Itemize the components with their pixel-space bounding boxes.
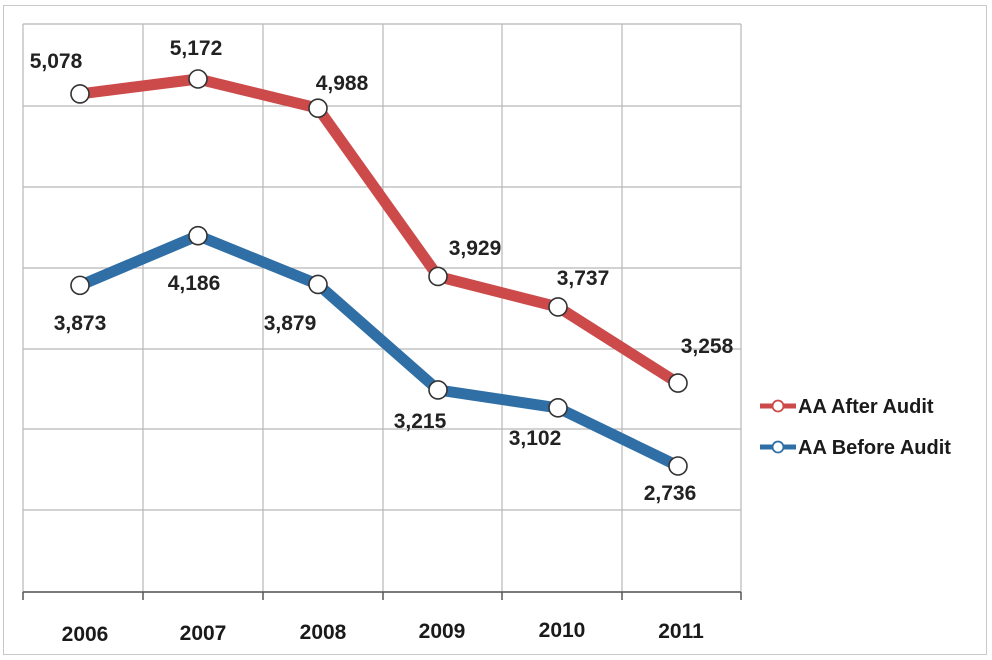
data-point-marker: [308, 98, 328, 119]
data-label: 2,736: [644, 482, 697, 505]
series-line-before-audit: [74, 230, 684, 472]
x-tick-label: 2010: [539, 619, 586, 642]
data-label: 3,929: [449, 237, 502, 260]
data-point-marker: [70, 84, 90, 104]
x-axis: 2006 2007 2008 2009 2010 2011: [22, 591, 742, 646]
data-point-marker: [428, 380, 448, 400]
x-tick-label: 2011: [658, 620, 704, 643]
x-tick-label: 2007: [180, 622, 227, 645]
data-label: 5,078: [30, 50, 83, 73]
data-point-marker: [428, 266, 448, 287]
data-label: 3,873: [54, 312, 107, 335]
x-tick-label: 2006: [62, 623, 109, 646]
legend-label: AA After Audit: [798, 396, 934, 418]
data-point-marker: [70, 275, 90, 296]
data-label: 3,879: [264, 312, 317, 335]
data-point-marker: [668, 373, 688, 393]
data-label: 4,186: [168, 272, 221, 295]
x-tick-label: 2009: [419, 620, 466, 643]
data-label: 3,258: [681, 335, 734, 358]
data-point-marker: [188, 69, 208, 89]
series-lines: [74, 73, 684, 472]
data-point-marker: [308, 274, 328, 295]
series-markers: [70, 69, 688, 476]
legend-swatch-marker: [771, 440, 785, 454]
chart-frame: [3, 5, 987, 655]
data-label: 5,172: [170, 37, 223, 60]
x-tick-label: 2008: [300, 621, 347, 644]
gridlines: [22, 23, 742, 593]
data-point-marker: [188, 225, 208, 246]
legend-label: AA Before Audit: [798, 437, 951, 459]
data-label: 3,102: [509, 427, 562, 450]
data-label: 3,737: [557, 267, 610, 290]
data-labels: 5,078 5,172 4,988 3,929 3,737 3,258 3,873 4,186…: [30, 37, 734, 505]
series-line-after-audit: [74, 73, 684, 389]
data-point-marker: [668, 456, 688, 476]
data-label: 3,215: [394, 410, 447, 433]
data-point-marker: [548, 297, 568, 317]
data-point-marker: [548, 398, 568, 418]
legend: AA After Audit AA Before Audit: [760, 396, 951, 459]
legend-swatch-marker: [771, 399, 785, 413]
data-label: 4,988: [316, 72, 369, 95]
